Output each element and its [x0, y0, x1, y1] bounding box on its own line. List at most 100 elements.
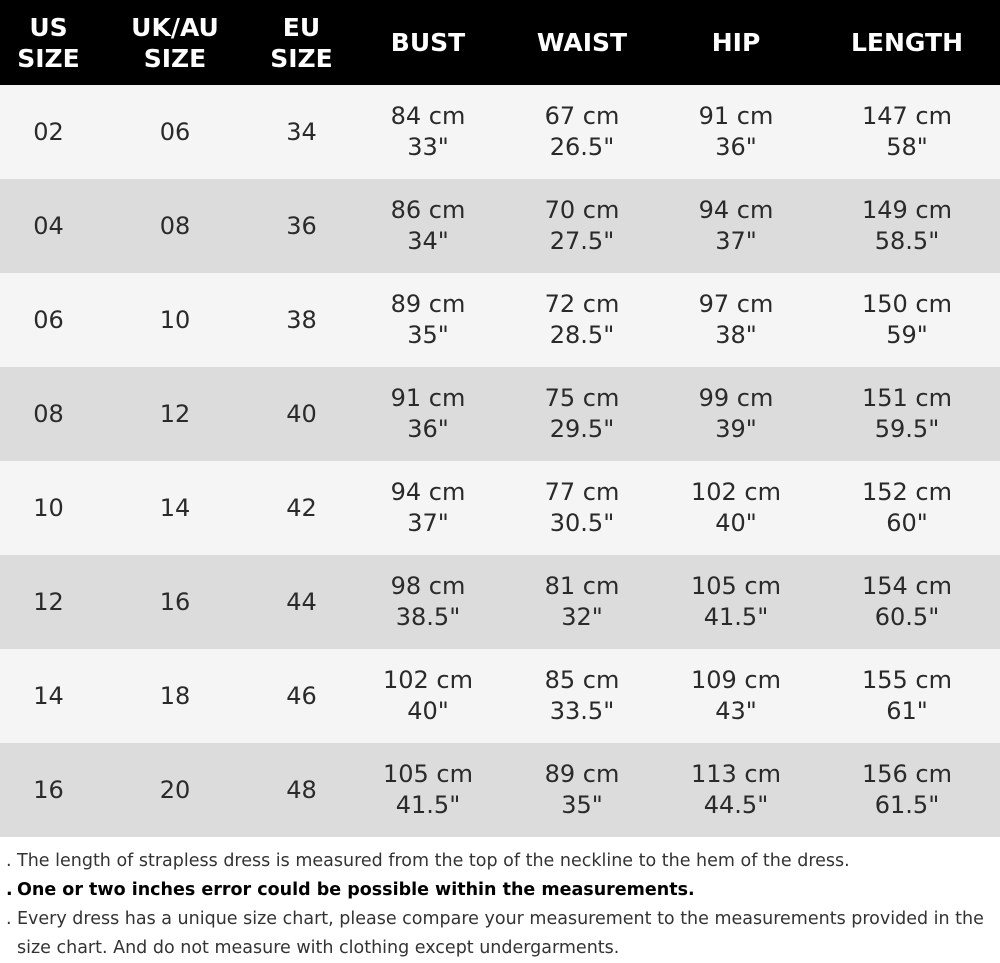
us-size-cell: 14 [33, 681, 64, 710]
bust-inch-value: 38.5" [395, 603, 461, 631]
eu-size-cell: 38 [286, 305, 317, 334]
uk-au-size-cell: 06 [159, 117, 191, 146]
bust-cell: 98 cm 38.5" [350, 555, 506, 649]
length-cell: 149 cm 58.5" [814, 179, 1000, 273]
waist-cm-value: 70 cm [544, 196, 620, 224]
table-row: 08 12 40 91 cm 36" 75 cm 29.5" 99 cm 39" 151 cm 59… [0, 367, 1000, 461]
header-hip: HIP [711, 28, 761, 57]
waist-cell: 75 cm 29.5" [506, 367, 658, 461]
waist-inch-value: 28.5" [549, 321, 615, 349]
length-cm-value: 156 cm [861, 760, 952, 788]
header-row: US SIZE UK/AU SIZE EU SIZE BUST WAIST HI… [0, 0, 1000, 85]
us-size-cell: 02 [33, 117, 64, 146]
length-cm-value: 147 cm [861, 102, 952, 130]
hip-cm-value: 102 cm [690, 478, 781, 506]
length-cell: 154 cm 60.5" [814, 555, 1000, 649]
bust-cm-value: 89 cm [390, 290, 466, 318]
waist-cell: 72 cm 28.5" [506, 273, 658, 367]
eu-size-cell: 34 [286, 117, 317, 146]
eu-size-cell: 48 [286, 775, 317, 804]
bullet-icon: . [6, 909, 12, 929]
bust-cm-value: 102 cm [382, 666, 473, 694]
eu-size-cell: 46 [286, 681, 317, 710]
bust-cm-value: 84 cm [390, 102, 466, 130]
length-inch-value: 61.5" [874, 791, 940, 819]
bust-cm-value: 105 cm [382, 760, 473, 788]
length-cell: 155 cm 61" [814, 649, 1000, 743]
note-item: . Every dress has a unique size chart, pl… [6, 905, 1000, 963]
length-cell: 151 cm 59.5" [814, 367, 1000, 461]
bust-inch-value: 37" [407, 509, 449, 537]
uk-au-size-cell: 16 [159, 587, 191, 616]
hip-inch-value: 39" [715, 415, 757, 443]
uk-au-size-cell: 10 [159, 305, 191, 334]
waist-cell: 77 cm 30.5" [506, 461, 658, 555]
waist-inch-value: 33.5" [549, 697, 615, 725]
us-size-cell: 12 [33, 587, 64, 616]
uk-au-size-cell: 12 [159, 399, 191, 428]
length-cm-value: 151 cm [861, 384, 952, 412]
length-inch-value: 58.5" [874, 227, 940, 255]
note-item: . One or two inches error could be possib… [6, 876, 1000, 905]
header-waist: WAIST [536, 28, 628, 57]
length-cell: 152 cm 60" [814, 461, 1000, 555]
waist-inch-value: 30.5" [549, 509, 615, 537]
note-text: One or two inches error could be possibl… [17, 880, 695, 900]
hip-inch-value: 38" [715, 321, 757, 349]
length-cell: 150 cm 59" [814, 273, 1000, 367]
header-us-size: US SIZE [17, 12, 80, 73]
us-size-cell: 08 [33, 399, 64, 428]
length-inch-value: 59.5" [874, 415, 940, 443]
waist-cm-value: 75 cm [544, 384, 620, 412]
us-size-cell: 06 [33, 305, 64, 334]
length-inch-value: 60" [886, 509, 928, 537]
hip-cell: 113 cm 44.5" [658, 743, 814, 837]
us-size-cell: 10 [33, 493, 64, 522]
waist-cm-value: 72 cm [544, 290, 620, 318]
length-cell: 156 cm 61.5" [814, 743, 1000, 837]
hip-inch-value: 44.5" [703, 791, 769, 819]
length-inch-value: 58" [886, 133, 928, 161]
note-text: The length of strapless dress is measure… [17, 851, 850, 871]
waist-inch-value: 32" [561, 603, 603, 631]
waist-inch-value: 29.5" [549, 415, 615, 443]
hip-cell: 94 cm 37" [658, 179, 814, 273]
us-size-cell: 04 [33, 211, 64, 240]
length-cm-value: 152 cm [861, 478, 952, 506]
hip-cell: 105 cm 41.5" [658, 555, 814, 649]
bust-inch-value: 41.5" [395, 791, 461, 819]
bust-cell: 94 cm 37" [350, 461, 506, 555]
bust-inch-value: 40" [407, 697, 449, 725]
length-inch-value: 60.5" [874, 603, 940, 631]
eu-size-cell: 40 [286, 399, 317, 428]
bust-cell: 105 cm 41.5" [350, 743, 506, 837]
hip-cell: 97 cm 38" [658, 273, 814, 367]
table-row: 04 08 36 86 cm 34" 70 cm 27.5" 94 cm 37" 149 cm 58… [0, 179, 1000, 273]
bust-inch-value: 35" [407, 321, 449, 349]
bullet-icon: . [6, 880, 13, 900]
bust-cm-value: 98 cm [390, 572, 466, 600]
hip-cell: 99 cm 39" [658, 367, 814, 461]
bust-cell: 84 cm 33" [350, 85, 506, 179]
hip-inch-value: 36" [715, 133, 757, 161]
hip-inch-value: 40" [715, 509, 757, 537]
length-cm-value: 149 cm [861, 196, 952, 224]
size-chart-body: 02 06 34 84 cm 33" 67 cm 26.5" 91 cm 36" 147 cm 58… [0, 85, 1000, 837]
length-cm-value: 150 cm [861, 290, 952, 318]
size-chart-header: US SIZE UK/AU SIZE EU SIZE BUST WAIST HI… [0, 0, 1000, 85]
hip-cell: 91 cm 36" [658, 85, 814, 179]
waist-cell: 81 cm 32" [506, 555, 658, 649]
length-inch-value: 61" [886, 697, 928, 725]
size-chart-table: US SIZE UK/AU SIZE EU SIZE BUST WAIST HI… [0, 0, 1000, 837]
header-length: LENGTH [851, 28, 963, 57]
waist-cell: 85 cm 33.5" [506, 649, 658, 743]
table-row: 06 10 38 89 cm 35" 72 cm 28.5" 97 cm 38" 150 cm 59… [0, 273, 1000, 367]
hip-cm-value: 113 cm [690, 760, 781, 788]
uk-au-size-cell: 14 [159, 493, 191, 522]
waist-cell: 89 cm 35" [506, 743, 658, 837]
note-item: . The length of strapless dress is measur… [6, 847, 1000, 876]
hip-cm-value: 91 cm [698, 102, 774, 130]
eu-size-cell: 42 [286, 493, 317, 522]
length-cm-value: 154 cm [861, 572, 952, 600]
header-bust: BUST [390, 28, 466, 57]
